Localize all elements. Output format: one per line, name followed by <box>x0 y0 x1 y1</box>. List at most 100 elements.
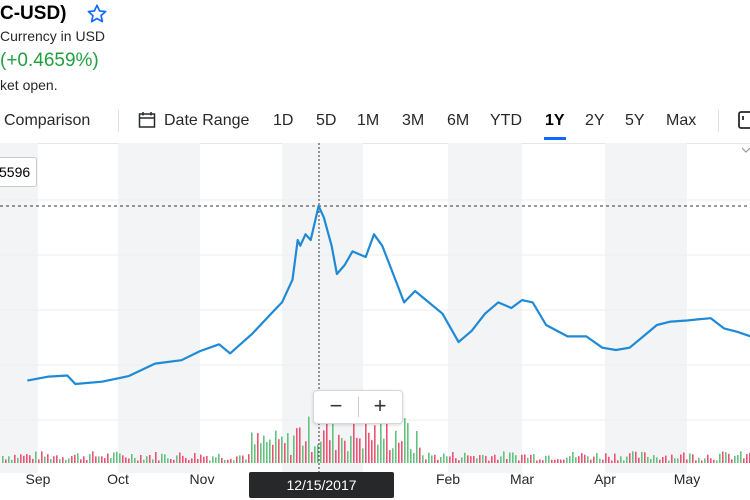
volume-bar <box>560 459 562 463</box>
volume-bar <box>449 456 451 463</box>
volume-bar <box>569 456 571 463</box>
range-1m[interactable]: 1M <box>357 112 380 129</box>
date-range-button[interactable]: Date Range <box>164 112 250 129</box>
volume-bar <box>584 454 586 463</box>
volume-bar <box>158 460 160 463</box>
range-5y[interactable]: 5Y <box>625 112 645 129</box>
volume-bar <box>533 454 535 463</box>
volume-bar <box>554 459 556 463</box>
range-5d[interactable]: 5D <box>316 112 337 129</box>
volume-bar <box>728 453 730 463</box>
volume-bar <box>62 457 64 463</box>
volume-bar <box>41 451 43 463</box>
volume-bar <box>47 454 49 463</box>
volume-bar <box>407 423 409 463</box>
volume-bar <box>458 460 460 463</box>
volume-bar <box>713 459 715 463</box>
volume-bar <box>725 452 727 463</box>
volume-bar <box>284 443 286 463</box>
volume-bar <box>404 418 406 463</box>
comparison-button[interactable]: Comparison <box>4 112 91 129</box>
star-icon[interactable] <box>86 3 108 25</box>
volume-bar <box>479 455 481 463</box>
volume-bar <box>203 456 205 463</box>
volume-bar <box>344 440 346 463</box>
volume-bar <box>464 452 466 463</box>
zoom-out-button[interactable]: − <box>329 393 343 418</box>
range-1y[interactable]: 1Y <box>545 112 565 129</box>
volume-bar <box>431 455 433 463</box>
range-ytd[interactable]: YTD <box>490 112 522 129</box>
range-1d[interactable]: 1D <box>273 112 294 129</box>
volume-bar <box>263 435 265 463</box>
volume-bar <box>557 459 559 463</box>
volume-bar <box>602 459 604 463</box>
volume-bar <box>383 438 385 463</box>
volume-bar <box>389 450 391 463</box>
chevron-down-icon[interactable] <box>742 146 750 154</box>
volume-bar <box>17 457 19 463</box>
volume-bar <box>185 457 187 463</box>
range-max[interactable]: Max <box>666 112 697 129</box>
volume-bar <box>239 455 241 463</box>
x-tick-label: May <box>674 471 700 487</box>
volume-bar <box>305 441 307 463</box>
volume-bar <box>527 457 529 463</box>
volume-bar <box>425 459 427 463</box>
chart-settings-icon[interactable] <box>738 111 750 129</box>
price-chart[interactable]: SepOctNovDecJanFebMarAprMay <box>0 143 750 500</box>
volume-bar <box>419 447 421 463</box>
volume-bar <box>338 434 340 463</box>
volume-bar <box>311 452 313 463</box>
volume-bar <box>605 453 607 463</box>
volume-bar <box>746 454 748 463</box>
volume-bar <box>287 433 289 463</box>
volume-bar <box>50 459 52 463</box>
range-3m[interactable]: 3M <box>402 112 425 129</box>
volume-bar <box>632 451 634 463</box>
volume-bar <box>35 451 37 463</box>
currency-label: Currency in USD <box>0 28 106 44</box>
volume-bar <box>734 455 736 463</box>
volume-bar <box>392 448 394 463</box>
ticker-title: C-USD) <box>0 3 67 24</box>
range-2y[interactable]: 2Y <box>585 112 605 129</box>
volume-bar <box>2 455 4 463</box>
volume-bar <box>437 459 439 463</box>
volume-bars <box>2 416 750 463</box>
volume-bar <box>53 456 55 463</box>
volume-bar <box>161 453 163 463</box>
volume-bar <box>77 453 79 463</box>
volume-bar <box>137 460 139 463</box>
volume-bar <box>563 459 565 463</box>
volume-bar <box>155 452 157 463</box>
volume-bar <box>488 460 490 463</box>
zoom-in-button[interactable]: + <box>373 393 387 418</box>
volume-bar <box>626 456 628 463</box>
volume-bar <box>587 456 589 463</box>
volume-bar <box>221 458 223 463</box>
volume-bar <box>8 456 10 463</box>
toolbar-divider <box>718 110 719 132</box>
volume-bar <box>278 439 280 463</box>
volume-bar <box>59 459 61 463</box>
calendar-icon[interactable] <box>138 111 156 129</box>
month-band <box>0 143 38 473</box>
volume-bar <box>521 454 523 463</box>
volume-bar <box>74 454 76 463</box>
range-6m[interactable]: 6M <box>447 112 470 129</box>
volume-bar <box>530 454 532 463</box>
volume-bar <box>608 456 610 463</box>
x-tick-label: Mar <box>510 471 534 487</box>
volume-bar <box>272 444 274 463</box>
volume-bar <box>110 458 112 463</box>
volume-bar <box>368 432 370 463</box>
volume-bar <box>668 460 670 463</box>
volume-bar <box>308 416 310 463</box>
volume-bar <box>371 440 373 463</box>
x-tick-label: Apr <box>594 471 616 487</box>
volume-bar <box>596 453 598 463</box>
volume-bar <box>386 422 388 463</box>
volume-bar <box>20 454 22 463</box>
volume-bar <box>704 458 706 463</box>
